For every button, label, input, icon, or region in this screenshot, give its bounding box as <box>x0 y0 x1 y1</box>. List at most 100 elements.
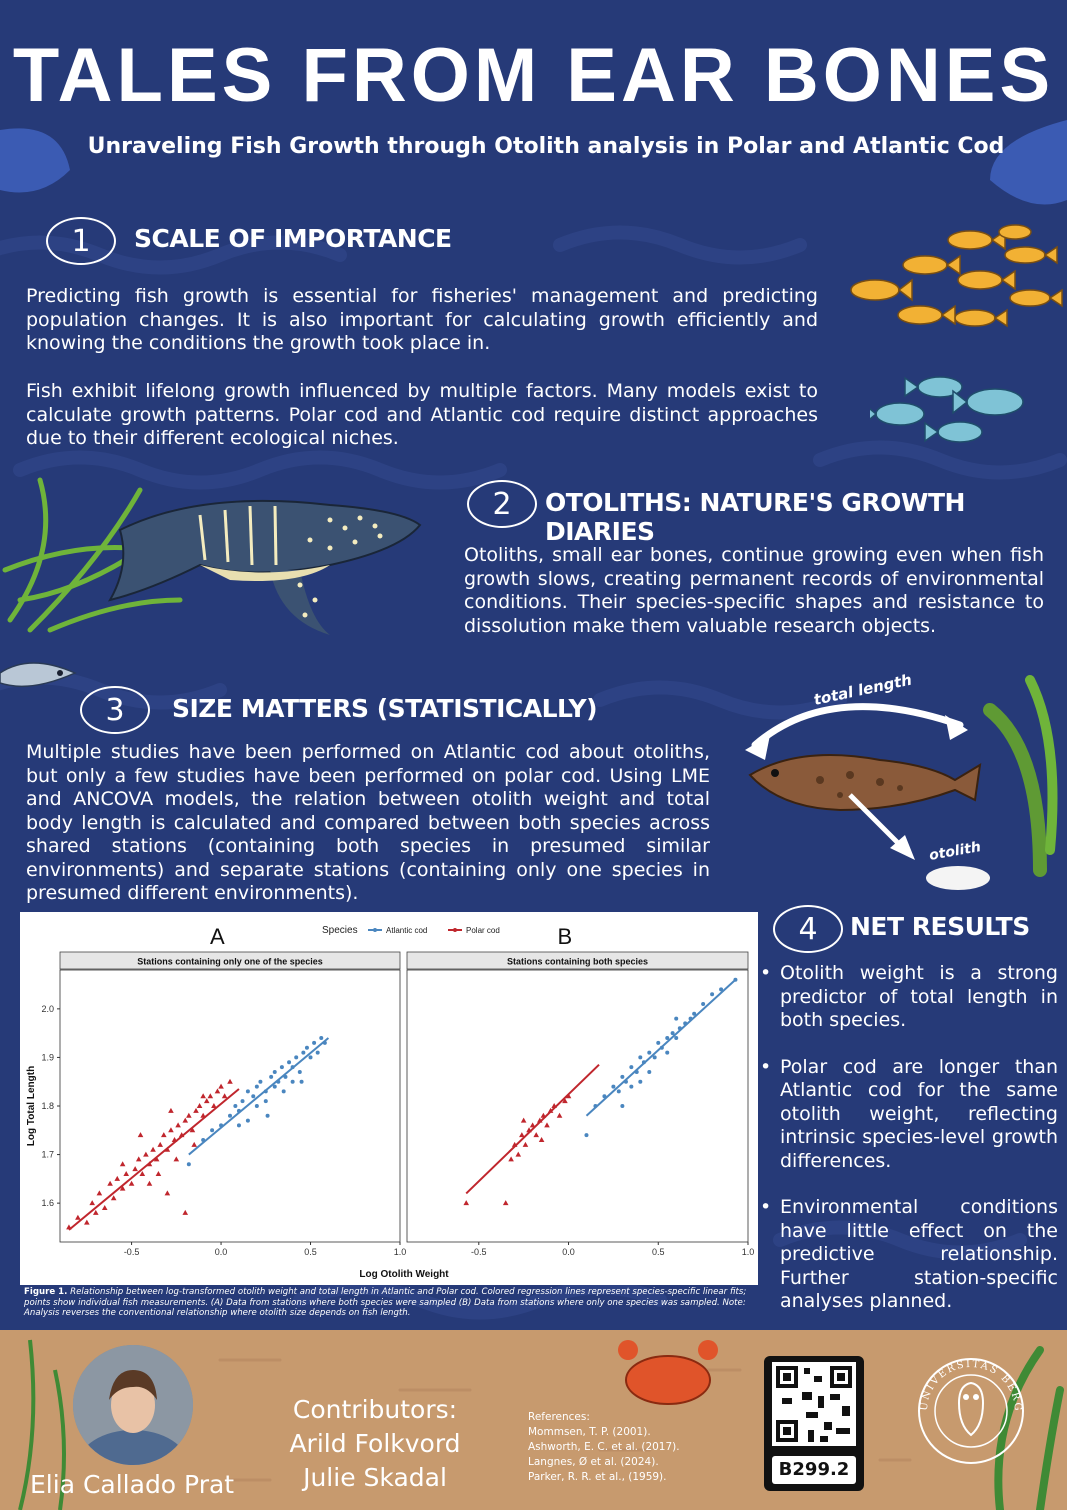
y-tick-label: 1.9 <box>41 1052 54 1062</box>
data-point <box>84 1219 90 1225</box>
data-point <box>203 1098 210 1104</box>
qr-code-icon[interactable] <box>772 1362 856 1446</box>
data-point <box>196 1103 203 1108</box>
data-point <box>692 1011 697 1016</box>
data-point <box>620 1104 625 1108</box>
tuna-illustration <box>0 662 77 688</box>
y-axis-label: Log Total Length <box>26 1066 37 1146</box>
data-point <box>258 1079 263 1084</box>
data-point <box>101 1205 108 1210</box>
data-point <box>308 1055 313 1060</box>
data-point <box>265 1113 270 1118</box>
data-point <box>701 1002 706 1006</box>
legend-marker <box>453 928 457 932</box>
section-3-paragraph: Multiple studies have been performed on … <box>26 741 710 904</box>
reference-1: Mommsen, T. P. (2001). <box>528 1426 651 1438</box>
data-point <box>228 1113 232 1118</box>
data-point <box>315 1050 320 1055</box>
data-point <box>272 1070 277 1074</box>
regression-line <box>68 1088 240 1231</box>
contributors-block: Contributors: Arild Folkvord Julie Skada… <box>280 1393 470 1495</box>
data-point <box>186 1162 191 1167</box>
section-4-title: NET RESULTS <box>850 912 1030 941</box>
legend-label: Polar cod <box>466 926 500 935</box>
data-point <box>502 1200 509 1206</box>
data-point <box>173 1156 180 1162</box>
data-point <box>719 987 724 992</box>
section-1-title: SCALE OF IMPORTANCE <box>134 224 452 253</box>
panel-frame <box>59 969 401 1243</box>
background-waves <box>0 120 1067 1320</box>
data-point <box>200 1093 206 1099</box>
data-point <box>638 1079 643 1084</box>
reference-2: Ashworth, E. C. et al. (2017). <box>528 1441 680 1453</box>
y-tick-label: 1.7 <box>41 1150 54 1160</box>
data-point <box>301 1050 306 1055</box>
section-4-number: 4 <box>773 905 843 953</box>
data-point <box>92 1209 99 1215</box>
panel-frame <box>406 969 749 1243</box>
data-point <box>620 1074 625 1079</box>
x-tick-label: 0.5 <box>304 1247 317 1257</box>
y-tick-label: 1.8 <box>41 1101 54 1111</box>
data-point <box>107 1180 113 1186</box>
data-point <box>533 1132 540 1138</box>
result-item-1: Otolith weight is a strong predictor of … <box>760 962 1058 1033</box>
data-point <box>193 1107 199 1113</box>
data-point <box>304 1045 309 1050</box>
blue-fish-illustration <box>870 376 1024 443</box>
yellow-fish-school-illustration <box>850 224 1063 328</box>
data-point <box>647 1070 652 1074</box>
poster-id-badge: B299.2 <box>772 1456 856 1484</box>
data-point <box>110 1195 117 1201</box>
data-point <box>638 1055 643 1060</box>
data-point <box>96 1190 103 1196</box>
data-point <box>119 1185 126 1191</box>
data-point <box>565 1093 572 1099</box>
figure-caption-label: Figure 1. <box>24 1287 68 1297</box>
data-point <box>629 1065 634 1070</box>
data-point <box>186 1112 192 1118</box>
section-1-number: 1 <box>46 217 116 265</box>
data-point <box>656 1040 661 1045</box>
whale-shark-illustration <box>2 477 422 635</box>
data-point <box>214 1088 221 1094</box>
data-point <box>522 1141 529 1147</box>
data-point <box>233 1104 238 1108</box>
x-tick-label: 1.0 <box>742 1247 755 1257</box>
data-point <box>629 1084 634 1089</box>
data-point <box>218 1083 224 1089</box>
data-point <box>584 1133 589 1138</box>
data-point <box>123 1171 130 1176</box>
data-point <box>227 1078 233 1084</box>
x-tick-label: -0.5 <box>124 1247 140 1257</box>
data-point <box>168 1107 174 1113</box>
data-point <box>251 1094 256 1099</box>
figure-caption-text: Relationship between log-transformed oto… <box>24 1287 747 1318</box>
figure-caption: Figure 1. Relationship between log-trans… <box>24 1287 758 1319</box>
sand-texture <box>18 1339 1064 1510</box>
data-point <box>191 1141 198 1147</box>
data-point <box>114 1175 121 1181</box>
data-point <box>75 1214 81 1220</box>
x-tick-label: 0.0 <box>215 1247 228 1257</box>
data-point <box>245 1089 250 1094</box>
legend-marker <box>373 928 377 932</box>
author-name: Elia Callado Prat <box>30 1470 235 1499</box>
regression-line <box>465 1063 600 1195</box>
data-point <box>157 1141 164 1147</box>
data-point <box>155 1171 162 1176</box>
section-2-title: OTOLITHS: NATURE'S GROWTH DIARIES <box>545 488 965 546</box>
data-point <box>207 1093 214 1099</box>
section-2-paragraph: Otoliths, small ear bones, continue grow… <box>464 544 1044 637</box>
qr-code-card[interactable]: B299.2 <box>764 1356 864 1491</box>
x-tick-label: 1.0 <box>394 1247 407 1257</box>
section-2-number: 2 <box>467 480 537 528</box>
data-point <box>710 992 715 997</box>
section-1-paragraph-2: Fish exhibit lifelong growth influenced … <box>26 380 818 449</box>
result-item-2: Polar cod are longer than Atlantic cod f… <box>760 1056 1058 1174</box>
section-3-title: SIZE MATTERS (STATISTICALLY) <box>172 694 598 723</box>
data-point <box>272 1084 277 1089</box>
data-point <box>279 1065 284 1070</box>
data-point <box>168 1127 174 1133</box>
